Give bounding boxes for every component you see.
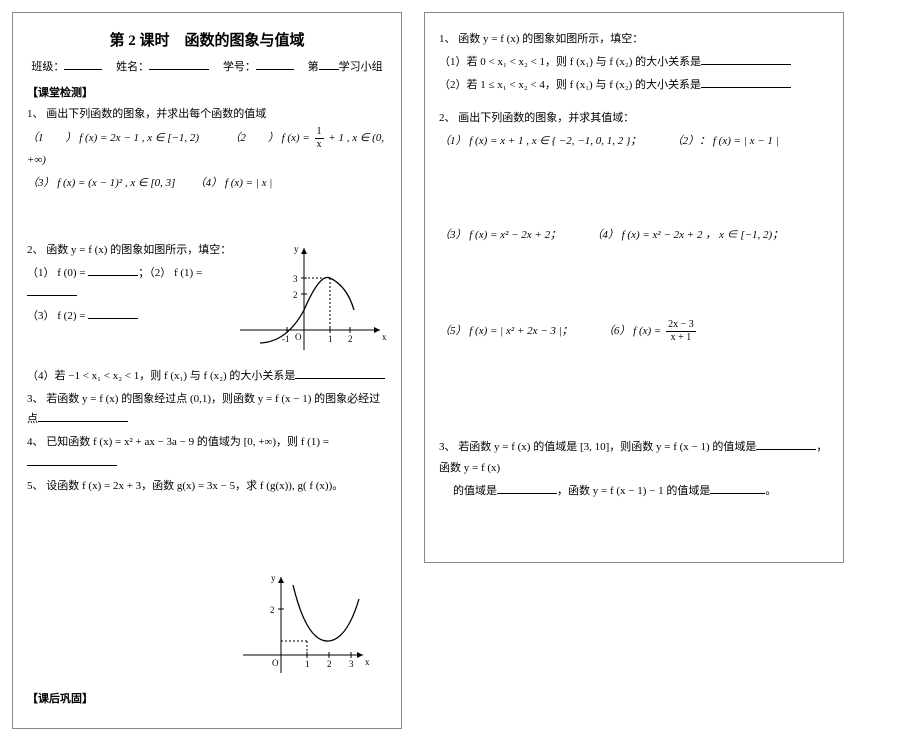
section-b-heading: 【课后巩固】 <box>27 690 387 706</box>
rq2-f-frac: 2x − 3x + 1 <box>664 320 698 343</box>
q4-blank[interactable] <box>27 456 117 466</box>
rq2-e: （5） f (x) = | x² + 2x − 3 |； <box>439 325 573 337</box>
q2-c: （4）若 −1 < x₁ < x₂ < 1，则 f (x₁) 与 f (x₂) … <box>27 366 387 387</box>
q1-part2-left: （2 ） f (x) = <box>235 132 313 144</box>
q1-part2-frac: 1x <box>313 127 326 150</box>
rq1-a-blank[interactable] <box>701 55 791 65</box>
rq3-blank2[interactable] <box>497 484 557 494</box>
q2-b: （3） f (2) = <box>27 306 232 327</box>
rq1-a: （1）若 0 < x₁ < x₂ < 1，则 f (x₁) 与 f (x₂) 的… <box>439 52 829 73</box>
id-label: 学号： <box>223 61 256 73</box>
svg-text:2: 2 <box>348 334 353 344</box>
q4-text: 4、 已知函数 f (x) = x² + ax − 3a − 9 的值域为 [0… <box>27 436 329 448</box>
rq3-line2: 的值域是 ，函数 y = f (x − 1) − 1 的值域是 。 <box>439 481 829 502</box>
q2-c-l: （4）若 −1 < x₁ < x₂ < 1，则 f (x₁) 与 f (x₂) … <box>27 370 295 382</box>
rq2-f-num: 2x − 3 <box>666 320 696 332</box>
q1-row1: （1 ） f (x) = 2x − 1 , x ∈ [−1, 2) （2 ） f… <box>27 127 387 171</box>
rq2-row2: （3） f (x) = x² − 2x + 2； （4） f (x) = x² … <box>439 225 829 246</box>
rq1-b-blank[interactable] <box>701 78 791 88</box>
group-prefix: 第 <box>308 61 319 73</box>
q1-part3: （3） f (x) = (x − 1)² , x ∈ [0, 3] <box>27 177 175 189</box>
svg-text:O: O <box>295 332 302 342</box>
rq2-f-den: x + 1 <box>666 332 696 343</box>
rq3-e: 。 <box>765 485 776 497</box>
rq2-b: （2）： f (x) = | x − 1 | <box>677 135 779 147</box>
svg-text:1: 1 <box>305 659 310 669</box>
id-blank[interactable] <box>256 59 294 70</box>
q1-stem: 1、 画出下列函数的图象，并求出每个函数的值域 <box>27 104 387 125</box>
page-left: 第 2 课时 函数的图象与值域 班级： 姓名： 学号： 第 学习小组 【课堂检测】… <box>12 12 402 729</box>
lesson-title: 第 2 课时 函数的图象与值域 <box>27 29 387 50</box>
q1-part4: （4） f (x) = | x | <box>200 177 272 189</box>
q2-b-blank[interactable] <box>88 309 138 319</box>
q3: 3、 若函数 y = f (x) 的图象经过点 (0,1)，则函数 y = f … <box>27 389 387 431</box>
q2-a-m: ；（2） f (1) = <box>138 267 202 279</box>
q2-block: 2、 函数 y = f (x) 的图象如图所示，填空： （1） f (0) = … <box>27 238 387 360</box>
q2-a-l: （1） f (0) = <box>27 267 88 279</box>
rq2-f-l: （6） f (x) = <box>608 325 664 337</box>
rq3-d: ，函数 y = f (x − 1) − 1 的值域是 <box>557 485 710 497</box>
rq2-row1: （1） f (x) = x + 1 , x ∈ { −2, −1, 0, 1, … <box>439 131 829 152</box>
q1-p2-den: x <box>315 139 324 150</box>
q5: 5、 设函数 f (x) = 2x + 3，函数 g(x) = 3x − 5，求… <box>27 476 387 497</box>
svg-text:3: 3 <box>349 659 354 669</box>
rq1-a-text: （1）若 0 < x₁ < x₂ < 1，则 f (x₁) 与 f (x₂) 的… <box>439 56 701 68</box>
q2-a: （1） f (0) = ；（2） f (1) = <box>27 263 232 305</box>
rq2-c: （3） f (x) = x² − 2x + 2； <box>439 229 561 241</box>
svg-text:2: 2 <box>270 605 275 615</box>
rq3-blank1[interactable] <box>756 440 816 450</box>
q2-a-blank2[interactable] <box>27 286 77 296</box>
q2-b-l: （3） f (2) = <box>27 310 88 322</box>
name-blank[interactable] <box>149 59 209 70</box>
rq3-c: 的值域是 <box>453 485 497 497</box>
svg-text:x: x <box>365 657 369 667</box>
group-blank[interactable] <box>319 59 339 70</box>
svg-text:O: O <box>272 658 279 668</box>
page-container: 第 2 课时 函数的图象与值域 班级： 姓名： 学号： 第 学习小组 【课堂检测】… <box>12 12 908 729</box>
svg-text:2: 2 <box>327 659 332 669</box>
q2-graph: x y O -1 1 2 2 3 <box>232 238 387 360</box>
svg-text:y: y <box>271 573 276 583</box>
q2-a-blank1[interactable] <box>88 266 138 276</box>
rq2-row3: （5） f (x) = | x² + 2x − 3 |； （6） f (x) =… <box>439 320 829 343</box>
section-a-heading: 【课堂检测】 <box>27 84 387 100</box>
name-label: 姓名： <box>116 61 149 73</box>
rq3-a: 3、 若函数 y = f (x) 的值域是 [3, 10]，则函数 y = f … <box>439 441 756 453</box>
svg-text:1: 1 <box>328 334 333 344</box>
graph-b: x y O 1 2 3 2 <box>237 569 369 681</box>
svg-text:3: 3 <box>293 274 298 284</box>
rq1-stem: 1、 函数 y = f (x) 的图象如图所示，填空： <box>439 29 829 50</box>
rq1-b: （2）若 1 ≤ x₁ < x₂ < 4，则 f (x₁) 与 f (x₂) 的… <box>439 75 829 96</box>
graph-b-wrap: x y O 1 2 3 2 <box>27 569 387 684</box>
group-suffix: 学习小组 <box>339 61 383 73</box>
q4: 4、 已知函数 f (x) = x² + ax − 3a − 9 的值域为 [0… <box>27 432 387 474</box>
rq3-line1: 3、 若函数 y = f (x) 的值域是 [3, 10]，则函数 y = f … <box>439 437 829 479</box>
svg-text:y: y <box>294 244 299 254</box>
q3-blank[interactable] <box>38 412 128 422</box>
student-info-line: 班级： 姓名： 学号： 第 学习小组 <box>27 58 387 74</box>
rq3-blank3[interactable] <box>710 484 765 494</box>
class-blank[interactable] <box>64 59 102 70</box>
rq2-d: （4） f (x) = x² − 2x + 2 ， x ∈ [−1, 2)； <box>597 229 783 241</box>
rq1-b-text: （2）若 1 ≤ x₁ < x₂ < 4，则 f (x₁) 与 f (x₂) 的… <box>439 79 701 91</box>
q1-part1: （1 ） f (x) = 2x − 1 , x ∈ [−1, 2) <box>27 132 199 144</box>
rq2-stem: 2、 画出下列函数的图象，并求其值域： <box>439 108 829 129</box>
svg-text:2: 2 <box>293 290 298 300</box>
q2-c-blank[interactable] <box>295 369 385 379</box>
svg-text:x: x <box>382 332 387 342</box>
q1-p2-num: 1 <box>315 127 324 139</box>
q2-stem: 2、 函数 y = f (x) 的图象如图所示，填空： <box>27 240 232 261</box>
class-label: 班级： <box>31 61 64 73</box>
page-right: 1、 函数 y = f (x) 的图象如图所示，填空： （1）若 0 < x₁ … <box>424 12 844 563</box>
rq2-a: （1） f (x) = x + 1 , x ∈ { −2, −1, 0, 1, … <box>439 135 641 147</box>
q1-row2: （3） f (x) = (x − 1)² , x ∈ [0, 3] （4） f … <box>27 173 387 194</box>
